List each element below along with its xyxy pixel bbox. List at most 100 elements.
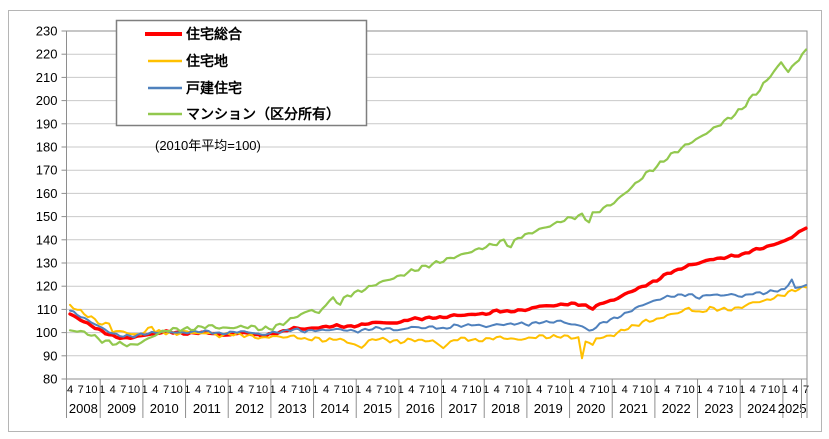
x-year-label: 2022	[662, 401, 691, 416]
x-month-label: 1	[483, 384, 489, 396]
x-year-label: 2011	[193, 401, 221, 416]
x-year-label: 2025	[778, 401, 807, 416]
x-month-label: 10	[85, 384, 97, 396]
x-year-label: 2009	[107, 401, 136, 416]
x-month-label: 1	[270, 384, 276, 396]
x-month-label: 7	[462, 384, 468, 396]
x-month-label: 4	[792, 384, 798, 396]
x-month-label: 1	[654, 384, 660, 396]
y-tick-label: 150	[36, 209, 58, 224]
x-month-label: 1	[312, 384, 318, 396]
x-month-label: 4	[750, 384, 756, 396]
x-month-label: 4	[152, 384, 158, 396]
x-month-label: 7	[334, 384, 340, 396]
x-year-label: 2017	[448, 401, 477, 416]
y-tick-label: 140	[36, 232, 58, 247]
x-month-label: 10	[299, 384, 311, 396]
y-tick-label: 110	[37, 302, 58, 317]
x-month-label: 7	[718, 384, 724, 396]
x-month-label: 10	[341, 384, 353, 396]
x-year-label: 2010	[150, 401, 179, 416]
x-year-label: 2014	[320, 401, 349, 416]
x-month-label: 1	[398, 384, 404, 396]
y-tick-label: 220	[36, 47, 58, 62]
x-month-label: 10	[597, 384, 609, 396]
y-tick-label: 190	[36, 116, 58, 131]
legend-label-jutakuchi: 住宅地	[186, 53, 228, 69]
x-month-label: 1	[142, 384, 148, 396]
series-line-mansion	[68, 48, 808, 348]
x-month-label: 7	[376, 384, 382, 396]
x-month-label: 7	[120, 384, 126, 396]
x-month-label: 4	[67, 384, 73, 396]
x-month-label: 7	[78, 384, 84, 396]
x-month-label: 1	[99, 384, 105, 396]
x-year-label: 2023	[704, 401, 733, 416]
x-month-label: 4	[451, 384, 457, 396]
legend-label-mansion: マンション（区分所有）	[186, 106, 340, 122]
x-month-label: 4	[622, 384, 628, 396]
x-month-label: 4	[579, 384, 585, 396]
y-tick-label: 200	[36, 93, 58, 108]
x-month-label: 7	[590, 384, 596, 396]
x-month-label: 7	[291, 384, 297, 396]
x-month-label: 4	[707, 384, 713, 396]
x-month-label: 4	[110, 384, 116, 396]
x-month-label: 4	[238, 384, 244, 396]
x-month-label: 7	[504, 384, 510, 396]
x-month-label: 4	[195, 384, 201, 396]
x-month-label: 10	[512, 384, 524, 396]
y-axis: 80 90 100 110 120 130 140 150 160 170 180 190 200 210…	[36, 24, 67, 387]
x-year-label: 2020	[576, 401, 605, 416]
x-month-label: 10	[640, 384, 652, 396]
x-month-label: 7	[547, 384, 553, 396]
x-year-label: 2015	[363, 401, 392, 416]
x-month-label: 10	[384, 384, 396, 396]
x-year-label: 2013	[278, 401, 307, 416]
x-year-label: 2019	[534, 401, 563, 416]
x-month-label: 7	[248, 384, 254, 396]
y-tick-label: 90	[43, 348, 57, 363]
series-line-kodate-jutaku	[69, 278, 807, 339]
y-tick-label: 180	[36, 140, 58, 155]
x-month-label: 1	[696, 384, 702, 396]
y-tick-label: 230	[36, 24, 58, 39]
x-month-label: 4	[366, 384, 372, 396]
x-year-label: 2016	[406, 401, 435, 416]
x-month-label: 10	[427, 384, 439, 396]
x-month-label: 4	[664, 384, 670, 396]
base-year-note: (2010年平均=100)	[155, 138, 261, 153]
x-month-label: 7	[419, 384, 425, 396]
legend-label-jutaku-sogo: 住宅総合	[186, 26, 243, 42]
x-month-label: 10	[256, 384, 268, 396]
x-year-label: 2012	[235, 401, 264, 416]
x-month-label: 7	[803, 384, 809, 396]
x-month-label: 10	[128, 384, 140, 396]
x-month-label: 10	[768, 384, 780, 396]
x-month-label: 4	[494, 384, 500, 396]
x-year-label: 2008	[69, 401, 98, 416]
y-tick-label: 100	[36, 325, 58, 340]
y-tick-label: 170	[36, 163, 58, 178]
y-tick-label: 80	[43, 372, 57, 387]
x-month-label: 1	[739, 384, 745, 396]
legend-label-kodate-jutaku: 戸建住宅	[186, 80, 242, 96]
legend-box	[115, 19, 368, 127]
x-year-label: 2021	[619, 401, 648, 416]
y-tick-label: 160	[36, 186, 58, 201]
x-month-label: 10	[213, 384, 225, 396]
x-year-label: 2024	[747, 401, 776, 416]
x-month-label: 10	[171, 384, 183, 396]
x-month-label: 1	[355, 384, 361, 396]
x-month-label: 4	[280, 384, 286, 396]
x-month-label: 7	[760, 384, 766, 396]
x-month-label: 1	[227, 384, 233, 396]
x-month-label: 10	[725, 384, 737, 396]
x-month-label: 10	[555, 384, 567, 396]
series-line-jutakuchi	[69, 285, 807, 360]
x-month-label: 1	[568, 384, 574, 396]
x-month-label: 1	[611, 384, 617, 396]
